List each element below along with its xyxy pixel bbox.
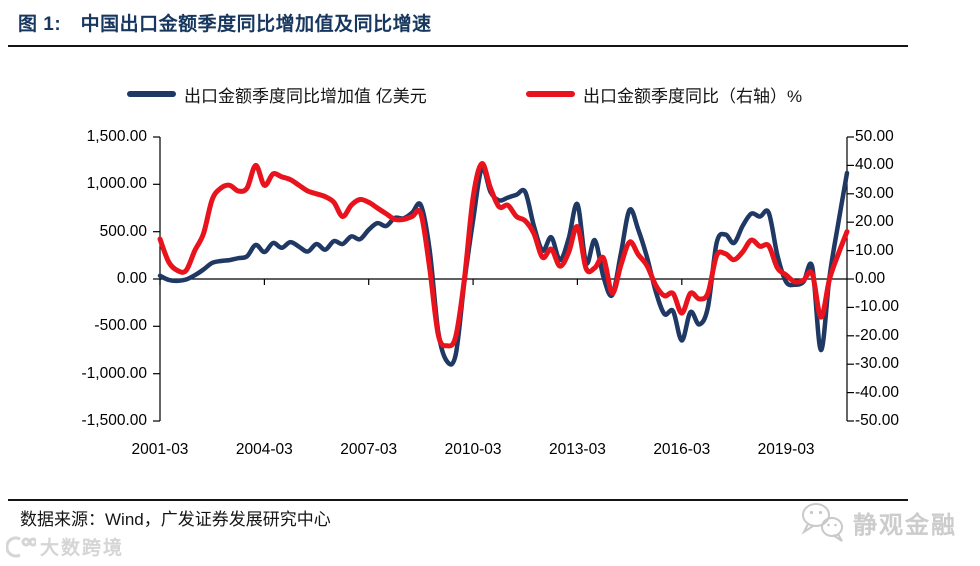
right-axis-tick-label: 10.00 bbox=[855, 241, 894, 259]
x-axis-tick-label: 2001-03 bbox=[131, 441, 189, 458]
right-axis-tick-label: -20.00 bbox=[855, 326, 899, 344]
right-axis-tick-label: 0.00 bbox=[855, 270, 886, 287]
watermark-left: 大数跨境 bbox=[6, 533, 124, 560]
navy-line-swatch bbox=[127, 91, 176, 97]
data-source-note: 数据来源：Wind，广发证券发展研究中心 bbox=[20, 510, 331, 529]
right-axis-tick-label: 50.00 bbox=[855, 128, 894, 145]
growth-line-series bbox=[157, 161, 850, 349]
dashukuajing-logo-icon bbox=[6, 536, 36, 557]
right-axis-tick-label: -30.00 bbox=[855, 355, 899, 373]
left-axis-tick-label: -1,000.00 bbox=[81, 364, 148, 382]
right-axis-tick-label: -50.00 bbox=[855, 412, 899, 429]
title-separator-line bbox=[8, 45, 908, 47]
value-line-series bbox=[157, 165, 850, 367]
footer-separator-line bbox=[8, 499, 908, 501]
legend-item-growth-series: 出口金额季度同比（右轴）% bbox=[526, 82, 802, 106]
left-axis-tick-label: 0.00 bbox=[116, 270, 147, 287]
figure-title: 图 1: 中国出口金额季度同比增加值及同比增速 bbox=[18, 14, 432, 35]
x-axis-tick-label: 2013-03 bbox=[548, 441, 606, 458]
red-line-swatch bbox=[526, 91, 575, 97]
x-axis-tick-label: 2007-03 bbox=[340, 441, 398, 458]
left-axis-tick-label: -1,500.00 bbox=[81, 412, 148, 429]
left-axis-tick-label: 1,500.00 bbox=[86, 128, 147, 145]
right-axis-tick-label: 40.00 bbox=[855, 156, 894, 174]
watermark-right: 静观金融 bbox=[800, 501, 957, 543]
chart-legend: 出口金额季度同比增加值 亿美元 出口金额季度同比（右轴）% bbox=[0, 82, 980, 106]
legend-label-growth-series: 出口金额季度同比（右轴）% bbox=[583, 86, 803, 106]
left-axis-tick-label: 500.00 bbox=[99, 222, 147, 240]
x-axis-tick-label: 2010-03 bbox=[444, 441, 502, 458]
legend-item-value-series: 出口金额季度同比增加值 亿美元 bbox=[127, 82, 427, 106]
x-axis-tick-label: 2016-03 bbox=[653, 441, 711, 458]
left-axis-tick-label: -500.00 bbox=[94, 317, 147, 335]
watermark-right-text: 静观金融 bbox=[853, 511, 957, 539]
x-axis-tick-label: 2019-03 bbox=[757, 441, 815, 458]
right-axis-tick-label: 30.00 bbox=[855, 184, 894, 202]
right-axis-tick-label: -40.00 bbox=[855, 383, 899, 401]
watermark-left-text: 大数跨境 bbox=[40, 538, 125, 559]
legend-label-value-series: 出口金额季度同比增加值 亿美元 bbox=[184, 86, 427, 106]
right-axis-tick-label: 20.00 bbox=[855, 213, 894, 231]
left-axis-tick-label: 1,000.00 bbox=[86, 175, 147, 193]
wechat-icon bbox=[801, 503, 843, 542]
x-axis-tick-label: 2004-03 bbox=[235, 441, 293, 458]
right-axis-tick-label: -10.00 bbox=[855, 298, 899, 316]
